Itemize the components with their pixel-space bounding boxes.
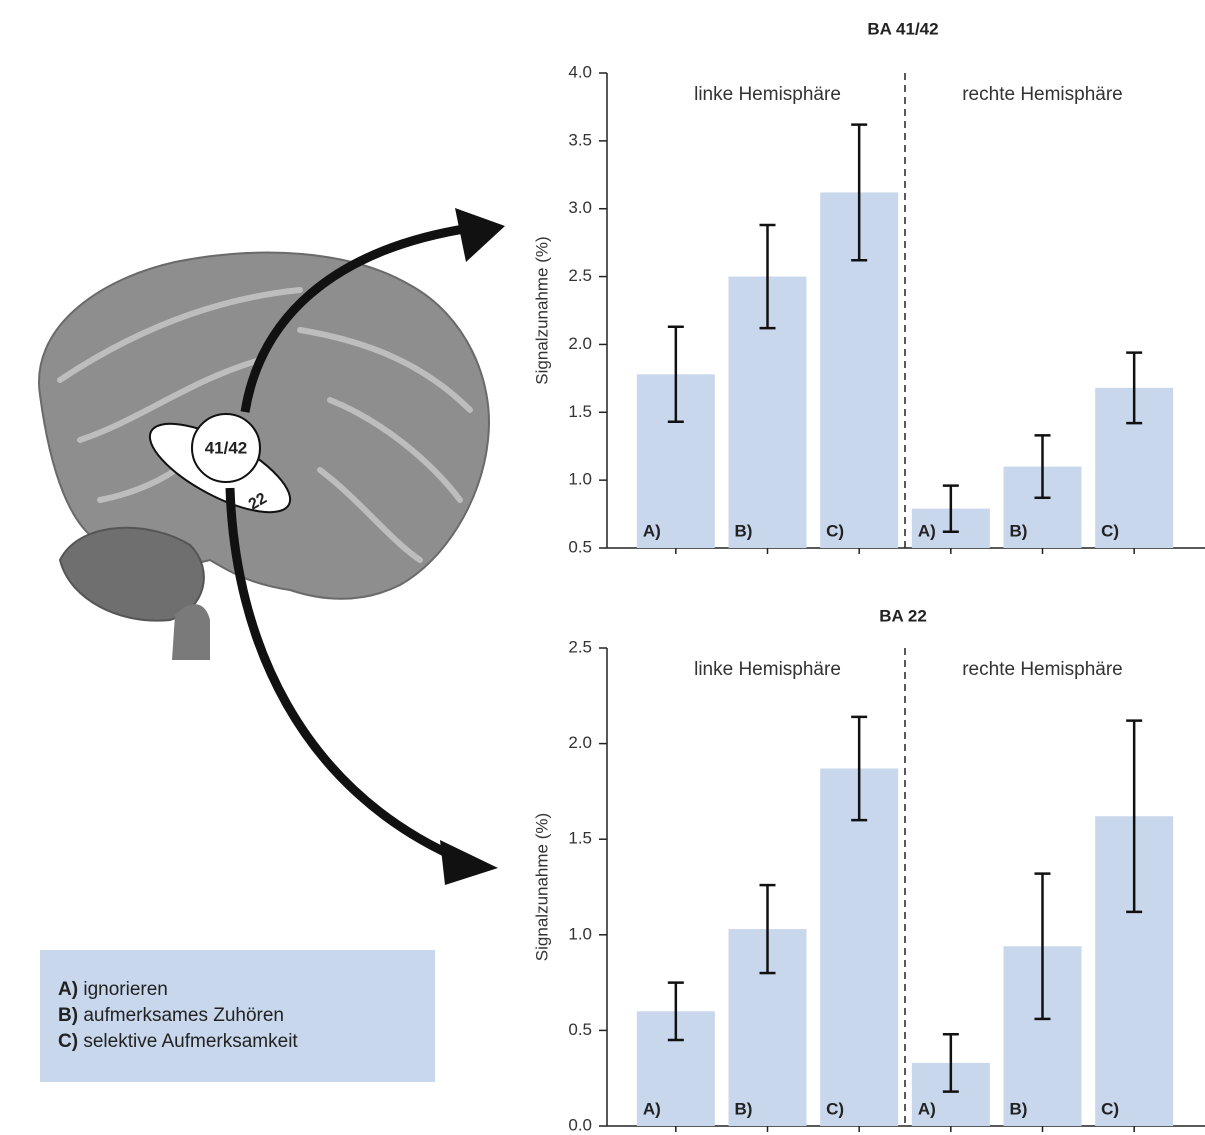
legend-text: aufmerksames Zuhören (83, 1005, 284, 1026)
category-label: B) (1010, 521, 1028, 540)
y-tick-label: 0.5 (568, 537, 592, 556)
y-tick-label: 2.0 (568, 733, 592, 752)
category-label: B) (735, 1099, 753, 1118)
y-tick-label: 1.0 (568, 470, 592, 489)
brainstem (172, 604, 210, 660)
category-label: C) (1101, 1099, 1119, 1118)
legend-entry: C) selektive Aufmerksamkeit (58, 1031, 298, 1052)
y-axis-label: Signalzunahme (%) (532, 236, 551, 384)
legend: A) ignorieren B) aufmerksames Zuhören C)… (40, 950, 435, 1082)
category-label: C) (826, 1099, 844, 1118)
category-label: B) (735, 521, 753, 540)
y-tick-label: 4.0 (568, 62, 592, 81)
legend-key: B) (58, 1005, 78, 1026)
legend-key: C) (58, 1031, 78, 1052)
y-tick-label: 0.5 (568, 1020, 592, 1039)
y-tick-label: 0.0 (568, 1115, 592, 1134)
chart-title: BA 22 (879, 606, 927, 625)
category-label: A) (918, 521, 936, 540)
figure: 41/42 22 A) ignorieren B) aufmerksames Z… (0, 0, 1205, 1135)
category-label: A) (643, 1099, 661, 1118)
category-label: A) (643, 521, 661, 540)
legend-entry: B) aufmerksames Zuhören (58, 1005, 284, 1026)
legend-entry: A) ignorieren (58, 979, 168, 1000)
y-tick-label: 2.5 (568, 637, 592, 656)
group-label: linke Hemisphäre (694, 84, 841, 105)
legend-text: selektive Aufmerksamkeit (83, 1031, 298, 1052)
y-axis-label: Signalzunahme (%) (532, 813, 551, 961)
y-tick-label: 2.5 (568, 266, 592, 285)
bar (820, 768, 898, 1126)
category-label: B) (1010, 1099, 1028, 1118)
y-tick-label: 3.0 (568, 198, 592, 217)
y-tick-label: 1.0 (568, 924, 592, 943)
category-label: C) (1101, 521, 1119, 540)
legend-text: ignorieren (83, 979, 168, 1000)
group-label: rechte Hemisphäre (962, 659, 1123, 680)
y-tick-label: 3.5 (568, 130, 592, 149)
group-label: rechte Hemisphäre (962, 84, 1123, 105)
region-label: 41/42 (205, 438, 248, 457)
chart-title: BA 41/42 (867, 19, 938, 38)
y-tick-label: 2.0 (568, 334, 592, 353)
category-label: A) (918, 1099, 936, 1118)
legend-key: A) (58, 979, 78, 1000)
category-label: C) (826, 521, 844, 540)
y-tick-label: 1.5 (568, 829, 592, 848)
group-label: linke Hemisphäre (694, 659, 841, 680)
y-tick-label: 1.5 (568, 402, 592, 421)
